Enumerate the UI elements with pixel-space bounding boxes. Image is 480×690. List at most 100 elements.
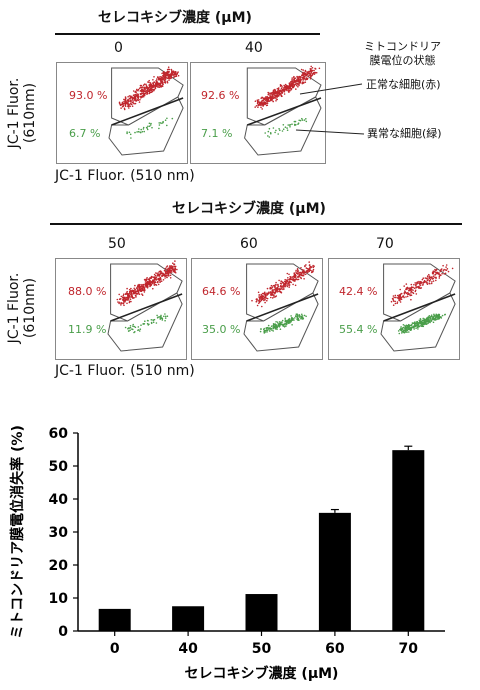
red-dot bbox=[175, 71, 177, 73]
red-dot bbox=[301, 73, 304, 75]
red-dot bbox=[146, 282, 148, 285]
red-dot bbox=[282, 281, 284, 284]
red-dot bbox=[254, 106, 256, 108]
green-dot bbox=[293, 319, 295, 321]
red-dot bbox=[434, 273, 437, 276]
red-dot bbox=[410, 298, 412, 301]
green-percent-0: 6.7 % bbox=[69, 127, 101, 140]
x-tick-label-70: 70 bbox=[399, 641, 419, 657]
gate-divider bbox=[247, 97, 322, 126]
red-dot bbox=[125, 296, 127, 299]
red-dot bbox=[421, 278, 424, 281]
red-dot bbox=[410, 287, 413, 289]
red-dot bbox=[423, 280, 426, 282]
red-dot bbox=[159, 281, 161, 283]
green-dot bbox=[432, 321, 435, 324]
green-dot bbox=[402, 330, 404, 333]
red-dot bbox=[313, 265, 315, 267]
red-dot bbox=[283, 288, 285, 290]
red-dot bbox=[261, 296, 264, 298]
red-dot bbox=[444, 269, 447, 271]
red-dot bbox=[278, 279, 280, 282]
red-dot bbox=[283, 86, 285, 89]
green-dot bbox=[278, 323, 281, 325]
red-dot bbox=[293, 77, 295, 79]
green-dot bbox=[297, 122, 300, 124]
red-dot bbox=[262, 104, 265, 106]
red-dot bbox=[405, 287, 408, 290]
red-dot bbox=[266, 100, 268, 102]
red-dot bbox=[282, 285, 284, 287]
mid-y-label-line2: (610nm) bbox=[22, 277, 38, 339]
red-dot bbox=[297, 275, 300, 278]
green-dot bbox=[294, 120, 297, 123]
red-dot bbox=[161, 80, 163, 83]
green-dot bbox=[286, 321, 288, 323]
green-dot bbox=[268, 136, 271, 138]
red-dot bbox=[269, 287, 271, 290]
green-dot bbox=[417, 326, 419, 328]
annotation-normal: 正常な細胞(赤) bbox=[366, 78, 441, 91]
red-dot bbox=[171, 70, 173, 73]
red-dot bbox=[271, 93, 273, 96]
red-dot bbox=[172, 262, 174, 264]
green-dot bbox=[300, 316, 303, 318]
green-dot bbox=[427, 316, 430, 318]
red-dot bbox=[122, 104, 125, 106]
red-dot bbox=[296, 83, 298, 85]
red-dot bbox=[126, 302, 128, 305]
red-dot bbox=[177, 71, 179, 73]
red-dot bbox=[166, 80, 169, 83]
annotation-abnormal: 異常な細胞(緑) bbox=[367, 127, 442, 140]
red-dot bbox=[429, 276, 432, 279]
green-dot bbox=[282, 323, 285, 326]
red-dot bbox=[173, 264, 175, 266]
green-dot bbox=[411, 323, 413, 326]
green-dot bbox=[161, 319, 164, 321]
red-dot bbox=[310, 76, 312, 78]
red-dot bbox=[122, 105, 125, 107]
red-dot bbox=[260, 104, 262, 106]
red-dot bbox=[393, 296, 395, 299]
red-dot bbox=[279, 282, 282, 285]
red-dot bbox=[126, 290, 128, 293]
green-dot bbox=[303, 119, 306, 121]
leader-abnormal bbox=[295, 129, 365, 135]
red-dot bbox=[149, 91, 151, 93]
red-dot bbox=[280, 84, 283, 87]
green-dot bbox=[415, 321, 418, 323]
red-dot bbox=[263, 101, 265, 103]
red-dot bbox=[260, 293, 263, 296]
red-dot bbox=[308, 74, 310, 77]
red-dot bbox=[140, 84, 143, 87]
red-dot bbox=[298, 75, 300, 78]
red-dot bbox=[284, 278, 286, 281]
green-dot bbox=[435, 316, 438, 318]
red-dot bbox=[148, 79, 150, 82]
red-dot bbox=[268, 92, 270, 94]
red-dot bbox=[123, 108, 126, 111]
red-dot bbox=[152, 82, 154, 84]
green-dot bbox=[426, 317, 428, 319]
red-dot bbox=[139, 98, 141, 101]
mid-conc-60: 60 bbox=[240, 236, 258, 252]
red-dot bbox=[174, 72, 177, 75]
red-dot bbox=[283, 85, 286, 87]
red-dot bbox=[141, 96, 143, 98]
red-dot bbox=[166, 265, 169, 267]
red-dot bbox=[257, 99, 260, 101]
green-dot bbox=[126, 132, 128, 135]
red-dot bbox=[139, 290, 142, 292]
red-dot bbox=[432, 275, 435, 277]
red-dot bbox=[277, 283, 279, 286]
red-dot bbox=[289, 90, 291, 92]
red-dot bbox=[153, 273, 156, 276]
green-dot bbox=[272, 127, 275, 129]
red-dot bbox=[286, 87, 289, 89]
red-dot bbox=[168, 269, 170, 271]
red-dot bbox=[134, 98, 136, 100]
green-dot bbox=[137, 130, 140, 133]
red-dot bbox=[294, 83, 297, 86]
green-dot bbox=[127, 327, 130, 329]
red-dot bbox=[290, 278, 293, 281]
